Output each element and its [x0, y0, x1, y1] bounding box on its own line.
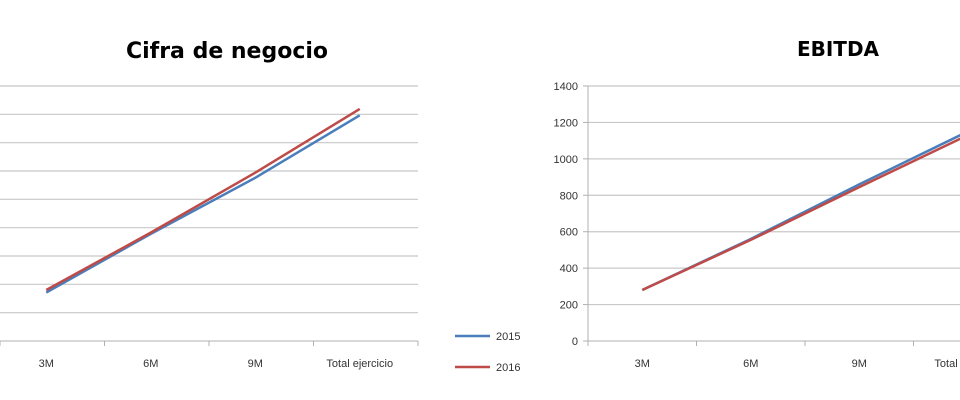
x-tick-label: Total ejercicio [326, 358, 393, 370]
series-line-2015 [641, 133, 960, 292]
series-line-2015 [45, 114, 361, 294]
y-tick-label: 800 [560, 190, 578, 202]
ebitda-y-axis: 0 200 400 600 800 1000 1200 1400 [554, 81, 589, 348]
y-tick-label: 400 [560, 263, 578, 275]
y-tick-label: 600 [560, 227, 578, 239]
y-tick-label: 200 [560, 300, 578, 312]
x-tick-label: 9M [248, 358, 263, 370]
cifra-negocio-x-axis: 3M 6M 9M Total ejercicio [0, 341, 419, 370]
legend: 2015 2016 [455, 331, 520, 374]
x-tick-label: 9M [852, 358, 867, 370]
ebitda-gridlines [588, 85, 960, 342]
y-tick-label: 1000 [554, 154, 578, 166]
x-tick-label: 3M [635, 358, 650, 370]
x-tick-label: Total ejercicio [934, 358, 960, 370]
ebitda-x-axis: 3M 6M 9M Total ejercicio [587, 341, 960, 370]
cifra-negocio-series [45, 107, 361, 294]
legend-label-2016: 2016 [496, 362, 520, 374]
cifra-negocio-title: Cifra de negocio [126, 39, 328, 64]
legend-label-2015: 2015 [496, 331, 520, 343]
y-tick-label: 1200 [554, 117, 578, 129]
y-tick-label: 1400 [554, 81, 578, 93]
series-line-2016 [641, 137, 960, 292]
series-line-2016 [45, 107, 361, 292]
x-tick-label: 6M [743, 358, 758, 370]
x-tick-label: 6M [143, 358, 158, 370]
ebitda-chart: EBITDA 0 200 400 600 800 1000 1200 1400 3M 6M 9M T… [554, 37, 960, 370]
cifra-negocio-chart: Cifra de negocio 3M 6M 9M Total ejercicio [0, 39, 419, 370]
ebitda-series [641, 133, 960, 292]
cifra-negocio-gridlines [0, 85, 418, 342]
ebitda-title: EBITDA [797, 37, 880, 61]
y-tick-label: 0 [572, 336, 578, 348]
x-tick-label: 3M [39, 358, 54, 370]
